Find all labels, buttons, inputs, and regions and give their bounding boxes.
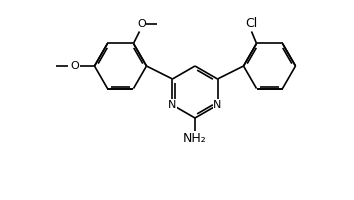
Text: N: N xyxy=(213,100,222,110)
Text: O: O xyxy=(137,19,146,29)
Text: O: O xyxy=(70,61,79,71)
Text: N: N xyxy=(168,100,177,110)
Text: NH₂: NH₂ xyxy=(183,132,207,144)
Text: Cl: Cl xyxy=(245,17,258,30)
